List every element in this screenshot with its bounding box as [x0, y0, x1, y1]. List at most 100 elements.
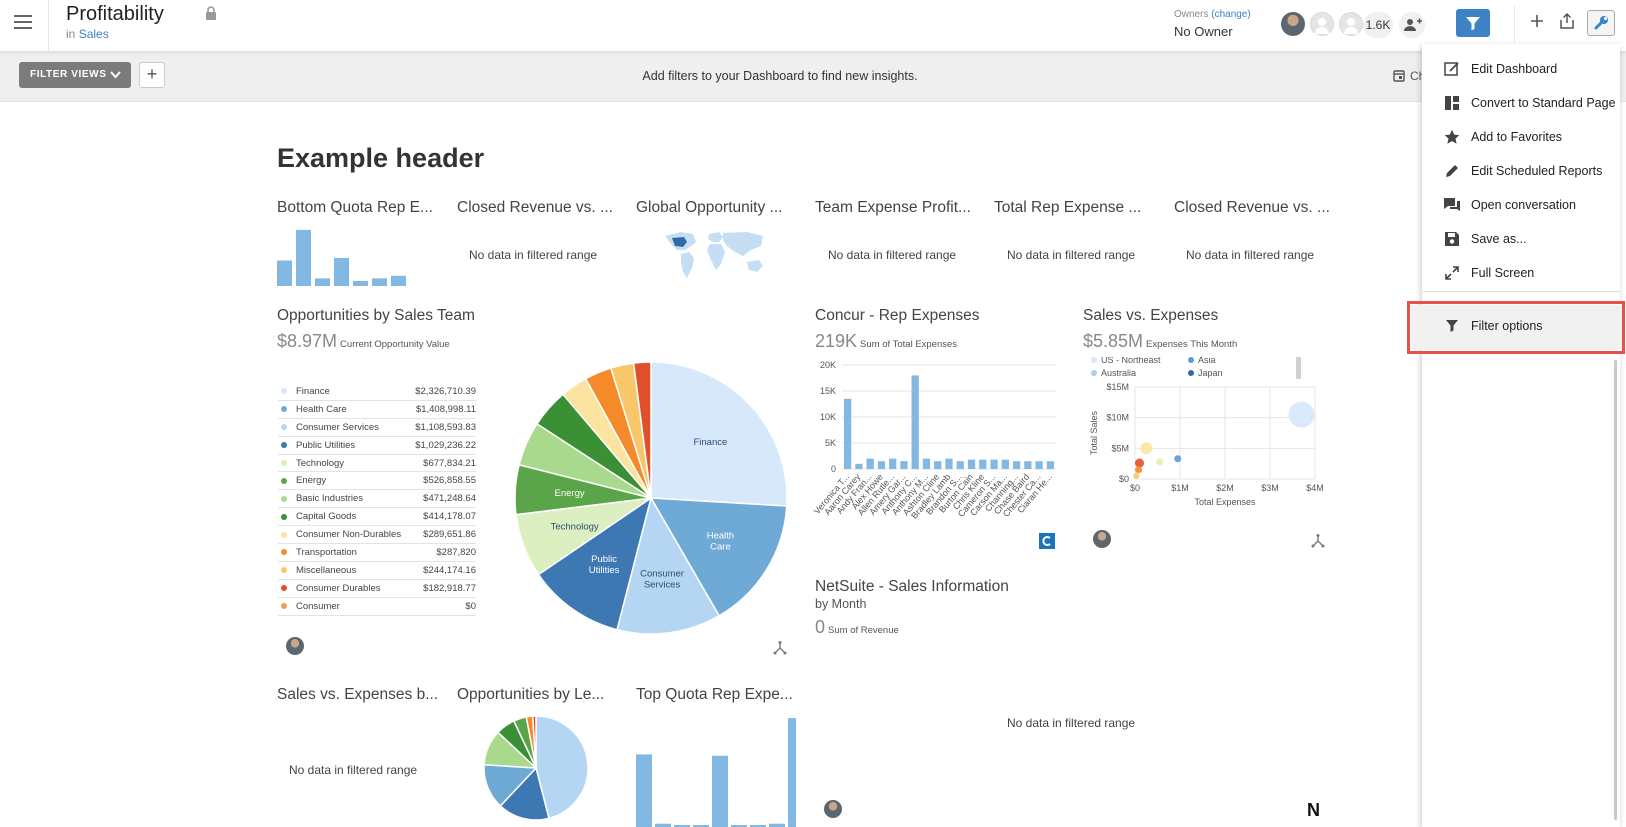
- menu-item-edit-scheduled-reports[interactable]: Edit Scheduled Reports: [1422, 154, 1620, 188]
- filter-views-label: FILTER VIEWS: [30, 69, 107, 80]
- widget-title[interactable]: Sales vs. Expenses: [1083, 307, 1219, 324]
- menu-item-filter-options[interactable]: Filter options: [1422, 309, 1620, 343]
- highlight-box: [1407, 301, 1625, 354]
- avatar[interactable]: [824, 800, 842, 818]
- legend-row[interactable]: Consumer Durables $182,918.77: [278, 580, 476, 598]
- chat-icon: [1442, 195, 1462, 215]
- top-quota-bar-chart[interactable]: [636, 708, 796, 827]
- bar: [1012, 461, 1021, 469]
- legend-row[interactable]: Technology $677,834.21: [278, 455, 476, 473]
- legend-row[interactable]: Miscellaneous $244,174.16: [278, 562, 476, 580]
- legend-row[interactable]: Health Care $1,408,998.11: [278, 401, 476, 419]
- widget-title[interactable]: Bottom Quota Rep E...: [277, 199, 433, 216]
- pie-slice: [531, 715, 537, 769]
- save-icon: [1442, 229, 1462, 249]
- add-person-icon: [1404, 18, 1422, 31]
- owners-change-link[interactable]: (change): [1211, 9, 1251, 20]
- opportunities-by-lead-pie-chart[interactable]: [482, 714, 590, 822]
- widget-metric: 219K Sum of Total Expenses: [815, 331, 957, 352]
- settings-button[interactable]: [1587, 10, 1615, 36]
- subtitle-prefix: in: [66, 27, 76, 41]
- bar: [277, 260, 292, 286]
- no-data-message: No data in filtered range: [1186, 248, 1315, 262]
- legend-swatch: [281, 442, 287, 449]
- widget-metric: 0 Sum of Revenue: [815, 617, 899, 638]
- legend-label: Asia: [1198, 357, 1216, 365]
- filter-button[interactable]: [1456, 9, 1490, 37]
- bottom-quota-bar-chart[interactable]: [277, 220, 427, 286]
- plus-icon[interactable]: [1530, 14, 1544, 28]
- widget-title[interactable]: Top Quota Rep Expe...: [636, 686, 793, 703]
- bar: [636, 754, 652, 827]
- world-map-chart[interactable]: [663, 228, 769, 280]
- widget-title[interactable]: Global Opportunity ...: [636, 199, 783, 216]
- pie-legend: Finance $2,326,710.39 Health Care $1,408,99…: [278, 383, 476, 616]
- menu-item-save-as[interactable]: Save as...: [1422, 222, 1620, 256]
- widget-title[interactable]: Opportunities by Sales Team: [277, 307, 475, 324]
- scrollbar[interactable]: [1614, 360, 1617, 820]
- metric-value: $8.97M: [277, 331, 338, 351]
- avatar[interactable]: [1093, 530, 1111, 548]
- calendar-icon[interactable]: [1393, 69, 1405, 82]
- widget-title[interactable]: Total Rep Expense ...: [994, 199, 1142, 216]
- legend-label: Consumer Durables: [296, 582, 381, 594]
- bar: [866, 458, 874, 469]
- wrench-icon: [1594, 16, 1608, 30]
- legend-row[interactable]: Finance $2,326,710.39: [278, 383, 476, 401]
- menu-item-label: Convert to Standard Page: [1471, 96, 1616, 110]
- star-icon: [1442, 127, 1462, 147]
- widget-title[interactable]: Closed Revenue vs. ...: [457, 199, 613, 216]
- no-data-message: No data in filtered range: [289, 763, 418, 777]
- edit-icon: [1442, 59, 1462, 79]
- follower-count[interactable]: 1.6K: [1363, 12, 1393, 38]
- legend-swatch: [1188, 370, 1194, 376]
- widget-title[interactable]: NetSuite - Sales Information: [815, 578, 1009, 595]
- menu-item-open-conversation[interactable]: Open conversation: [1422, 188, 1620, 222]
- legend-row[interactable]: Consumer Services $1,108,593.83: [278, 419, 476, 437]
- add-filter-view-button[interactable]: +: [139, 62, 165, 88]
- legend-row[interactable]: Capital Goods $414,178.07: [278, 508, 476, 527]
- legend-row[interactable]: Consumer Non-Durables $289,651.86: [278, 526, 476, 545]
- widget-title[interactable]: Closed Revenue vs. ...: [1174, 199, 1330, 216]
- filter-views-button[interactable]: FILTER VIEWS: [19, 62, 131, 88]
- avatar[interactable]: [1281, 12, 1305, 36]
- avatar-placeholder[interactable]: [1339, 12, 1363, 36]
- avatar[interactable]: [286, 637, 304, 655]
- subtitle-link[interactable]: Sales: [78, 27, 109, 41]
- add-person-button[interactable]: [1399, 12, 1425, 38]
- drill-down-icon[interactable]: [1310, 533, 1326, 549]
- bar: [391, 275, 406, 286]
- menu-item-full-screen[interactable]: Full Screen: [1422, 256, 1620, 290]
- widget-title[interactable]: Concur - Rep Expenses: [815, 307, 980, 324]
- legend-row[interactable]: Transportation $287,820: [278, 544, 476, 562]
- legend-row[interactable]: Public Utilities $1,029,236.22: [278, 437, 476, 455]
- metric-value: $5.85M: [1083, 331, 1144, 351]
- share-icon[interactable]: [1560, 13, 1574, 29]
- menu-item-label: Add to Favorites: [1471, 130, 1563, 144]
- legend-row[interactable]: Basic Industries $471,248.64: [278, 490, 476, 509]
- hamburger-menu-icon[interactable]: [14, 15, 32, 29]
- menu-item-edit-dashboard[interactable]: Edit Dashboard: [1422, 52, 1620, 86]
- y-tick-label: $15M: [1106, 382, 1129, 392]
- legend-row[interactable]: Energy $526,858.55: [278, 472, 476, 491]
- legend-swatch: [281, 585, 287, 592]
- widget-title[interactable]: Opportunities by Le...: [457, 686, 605, 703]
- calendar-label[interactable]: Ch: [1410, 69, 1426, 83]
- legend-row[interactable]: Consumer $0: [278, 598, 476, 616]
- widget-title[interactable]: Team Expense Profit...: [815, 199, 971, 216]
- bar: [855, 463, 863, 469]
- bar: [372, 278, 387, 286]
- widget-title[interactable]: Sales vs. Expenses b...: [277, 686, 439, 703]
- y-tick-label: 10K: [820, 412, 836, 422]
- avatar-placeholder[interactable]: [1310, 12, 1334, 36]
- drill-down-icon[interactable]: [772, 640, 788, 656]
- pie-slice-label: Technology: [551, 522, 599, 533]
- legend-swatch: [1188, 357, 1194, 363]
- divider: [48, 0, 49, 52]
- bar: [334, 257, 349, 286]
- menu-item-convert[interactable]: Convert to Standard Page: [1422, 86, 1620, 120]
- sales-vs-expenses-scatter-chart[interactable]: US - Northeast Asia Australia Japan $0 $5M $10…: [1083, 357, 1333, 532]
- menu-item-add-favorites[interactable]: Add to Favorites: [1422, 120, 1620, 154]
